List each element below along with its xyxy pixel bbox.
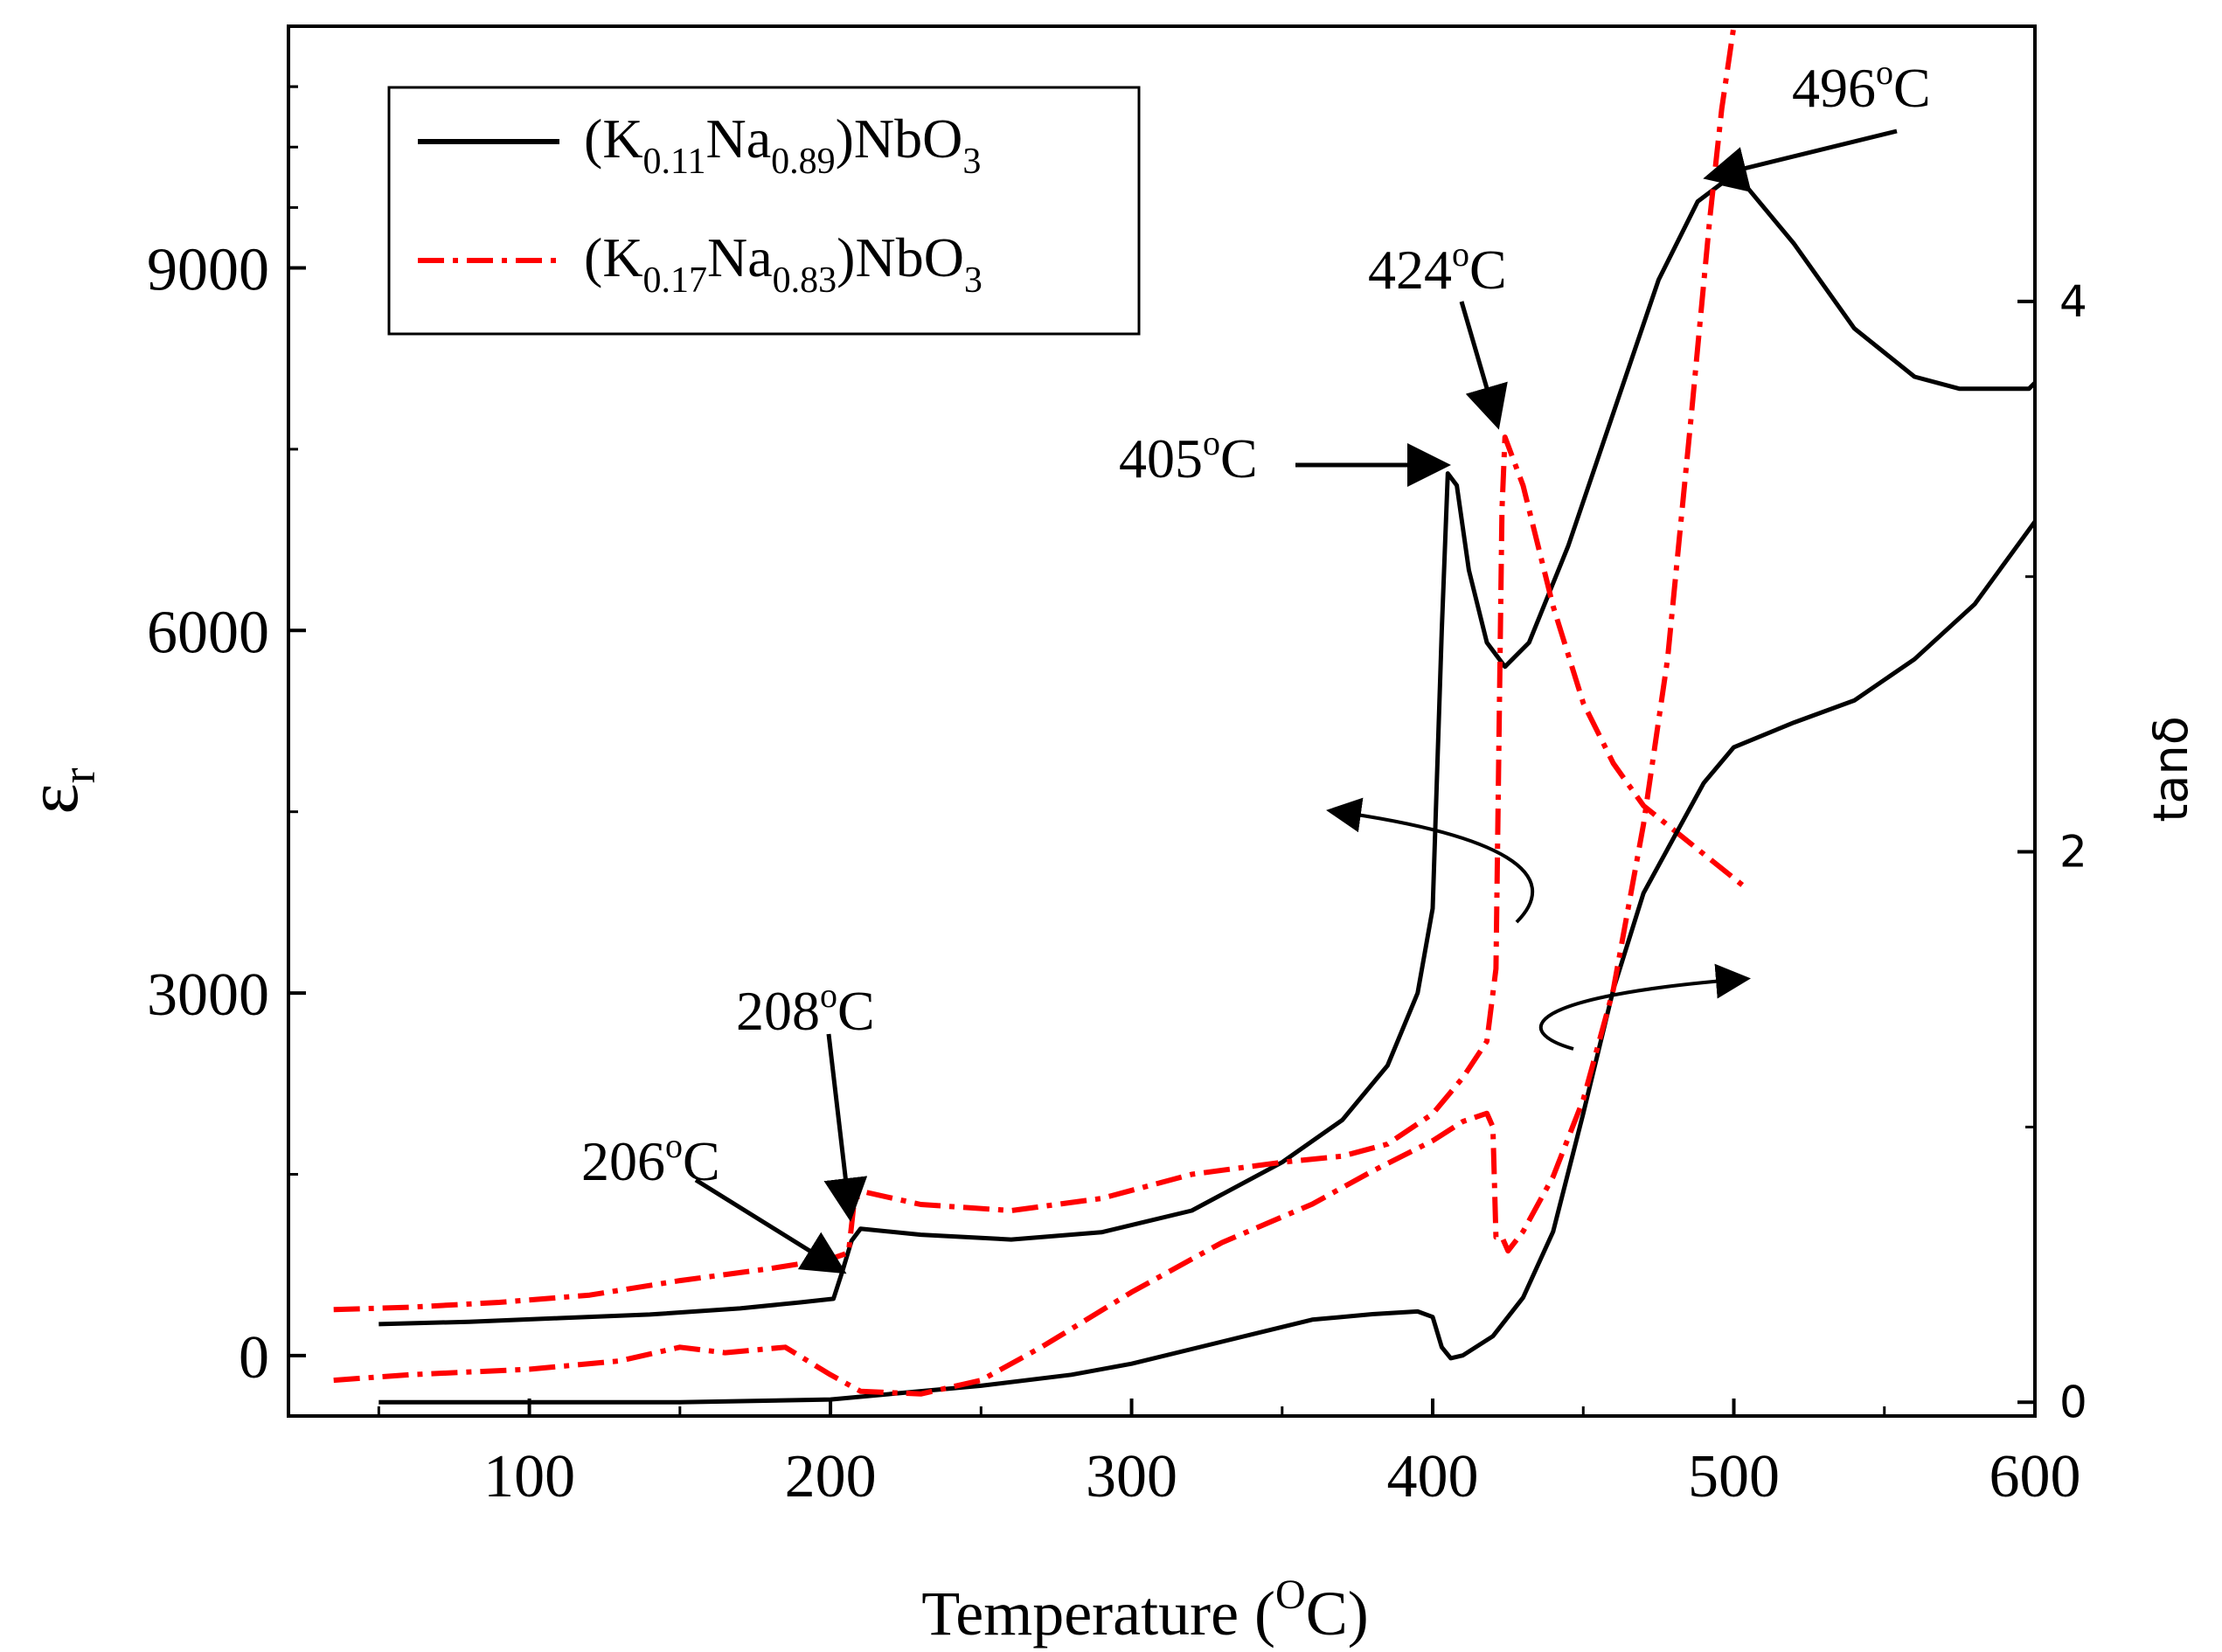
y-left-tick-label: 6000 [147, 599, 269, 666]
legend-label-1-sub3: 3 [962, 142, 981, 182]
legend-label-1-prefix: (K [584, 108, 643, 170]
legend-label-1-sub1: 0.11 [643, 142, 706, 182]
legend-box [387, 86, 1141, 336]
annotation-206-value: 206 [581, 1130, 665, 1192]
annotations: 206oC 208oC 405oC 424oC 496oC [581, 52, 1931, 1274]
legend-label-2-tail: )NbO [837, 226, 964, 288]
y-left-tick-label: 0 [239, 1324, 269, 1392]
x-axis-label-sup: O [1275, 1572, 1306, 1618]
legend-label-1: (K0.11Na0.89)NbO3 [584, 108, 981, 182]
legend-label-1-sub2: 0.89 [771, 142, 836, 182]
y-left-axis-label: εr [12, 767, 105, 814]
annotation-206-degree: o [665, 1126, 683, 1165]
legend-label-1-tail: )NbO [836, 108, 963, 170]
annotation-208-degree: o [820, 975, 837, 1015]
legend-label-2-prefix: (K [584, 226, 643, 288]
annotation-496-degree: o [1876, 52, 1893, 92]
annotation-496-arrow [1703, 128, 1898, 190]
x-tick-label: 300 [1086, 1443, 1177, 1510]
x-tick-label: 400 [1387, 1443, 1479, 1510]
annotation-208-value: 208 [736, 980, 820, 1042]
legend-label-2-sub3: 3 [964, 260, 983, 301]
annotation-496-unit: C [1893, 57, 1931, 119]
y-right-axis-ticks: 0 2 4 [2017, 276, 2087, 1427]
legend: (K0.11Na0.89)NbO3 (K0.17Na0.83)NbO3 [387, 86, 1141, 336]
series-line-2 [333, 434, 1751, 1313]
legend-label-2-sub1: 0.17 [643, 260, 708, 301]
x-tick-label: 600 [1989, 1443, 2081, 1510]
series-layer [333, 25, 2038, 1405]
y-right-axis-label: tanδ [2143, 716, 2198, 823]
annotation-405-unit: C [1220, 427, 1258, 489]
y-left-tick-label: 3000 [147, 961, 269, 1029]
y-right-tick-label: 2 [2059, 827, 2087, 878]
annotation-405-degree: o [1203, 423, 1220, 462]
plot-area [287, 24, 2037, 1418]
annotation-206: 206oC [581, 1126, 720, 1192]
y-left-axis-label-main: ε [12, 783, 94, 814]
annotation-206-arrow [694, 1177, 847, 1274]
x-tick-label: 200 [785, 1443, 877, 1510]
annotation-496-value: 496 [1792, 57, 1876, 119]
annotation-208-unit: C [837, 980, 875, 1042]
annotation-405: 405oC [1119, 423, 1258, 489]
annotation-208-arrow [823, 1033, 868, 1222]
annotation-496: 496oC [1792, 52, 1931, 119]
annotation-424-unit: C [1469, 239, 1507, 301]
series-line-3 [378, 520, 2038, 1405]
series-line-4 [333, 25, 1737, 1397]
y-right-tick-label: 4 [2059, 276, 2087, 327]
series-line-1 [378, 181, 2037, 1327]
legend-label-2-sub2: 0.83 [773, 260, 837, 301]
annotation-424-arrow [1459, 301, 1508, 430]
x-tick-label: 500 [1688, 1443, 1780, 1510]
legend-label-2-mid: Na [707, 226, 773, 288]
x-axis-ticks: 100 200 300 400 500 600 [377, 1399, 2081, 1510]
legend-label-2: (K0.17Na0.83)NbO3 [584, 226, 983, 301]
x-axis-label-main: Temperature ( [921, 1579, 1275, 1649]
x-tick-label: 100 [483, 1443, 575, 1510]
x-axis-label: Temperature (OC) [921, 1572, 1368, 1649]
y-left-tick-label: 9000 [147, 237, 269, 304]
annotation-424-degree: o [1452, 234, 1469, 274]
x-axis-label-tail: C) [1306, 1579, 1369, 1649]
annotation-405-value: 405 [1119, 427, 1203, 489]
right-axis-indicator-arrow [1538, 963, 1751, 1051]
y-right-tick-label: 0 [2059, 1377, 2087, 1427]
annotation-424: 424oC [1368, 234, 1507, 301]
annotation-424-value: 424 [1368, 239, 1452, 301]
legend-label-1-mid: Na [705, 108, 771, 170]
left-axis-indicator-arrow [1326, 797, 1535, 924]
y-left-axis-ticks: 0 3000 6000 9000 [147, 85, 306, 1392]
y-left-axis-label-sub: r [52, 767, 105, 783]
annotation-208: 208oC [736, 975, 875, 1042]
